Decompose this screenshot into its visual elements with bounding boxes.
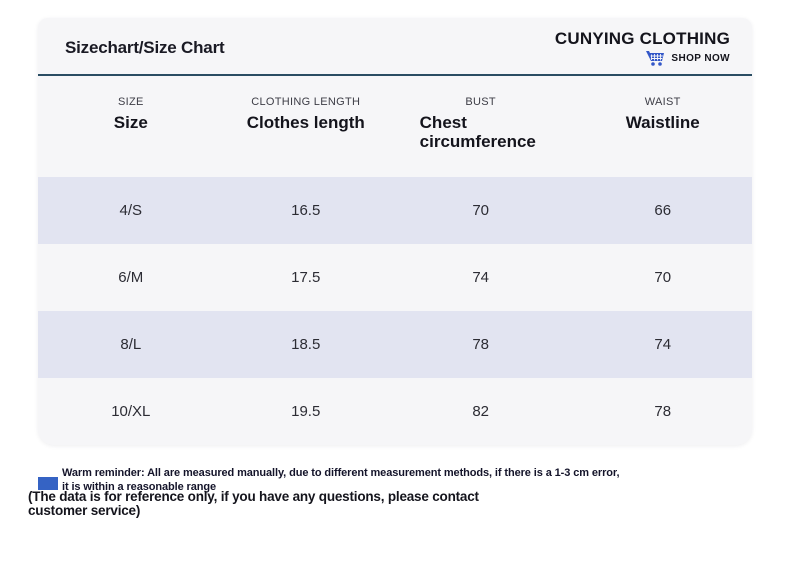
reminder-marker bbox=[38, 477, 58, 490]
cell-waist: 74 bbox=[654, 336, 672, 353]
disclaimer-line2: customer service) bbox=[28, 503, 141, 518]
brand-block: CUNYING CLOTHING SHOP NOW bbox=[555, 29, 730, 67]
table-row: 10/XL 19.5 82 78 bbox=[38, 378, 752, 445]
table-row: 8/L 18.5 78 74 bbox=[38, 311, 752, 378]
column-header-waist: WAIST Waistline bbox=[573, 96, 752, 177]
cell-size: 6/M bbox=[118, 269, 144, 286]
card-header: Sizechart/Size Chart CUNYING CLOTHING SH… bbox=[38, 18, 752, 74]
brand-name: CUNYING CLOTHING bbox=[554, 29, 730, 48]
cell-size: 8/L bbox=[120, 336, 142, 353]
column-eyebrow: WAIST bbox=[644, 96, 681, 108]
table-row: 4/S 16.5 70 66 bbox=[38, 177, 752, 244]
column-header-length: CLOTHING LENGTH Clothes length bbox=[224, 96, 388, 177]
cell-bust: 78 bbox=[472, 336, 489, 353]
column-eyebrow: BUST bbox=[465, 96, 496, 108]
table-row: 6/M 17.5 74 70 bbox=[38, 244, 752, 311]
shop-now-button[interactable]: SHOP NOW bbox=[555, 50, 730, 67]
column-label: Clothes length bbox=[246, 113, 365, 132]
cell-bust: 74 bbox=[472, 269, 489, 286]
column-label: Size bbox=[113, 113, 148, 132]
shopping-cart-icon bbox=[645, 50, 665, 67]
shop-now-label: SHOP NOW bbox=[671, 53, 730, 64]
page-title: Sizechart/Size Chart bbox=[65, 38, 225, 57]
column-label: Chest circumference bbox=[419, 113, 536, 151]
cell-length: 19.5 bbox=[291, 403, 321, 420]
size-chart-card: Sizechart/Size Chart CUNYING CLOTHING SH… bbox=[38, 18, 752, 445]
disclaimer-line1: (The data is for reference only, if you … bbox=[28, 489, 479, 504]
column-label: Waistline bbox=[625, 113, 700, 132]
warm-reminder-line1: Warm reminder: All are measured manually… bbox=[62, 467, 620, 479]
cell-size: 4/S bbox=[119, 202, 143, 219]
cell-bust: 82 bbox=[472, 403, 489, 420]
cell-waist: 66 bbox=[654, 202, 672, 219]
cell-length: 16.5 bbox=[291, 202, 321, 219]
cell-bust: 70 bbox=[472, 202, 489, 219]
column-header-size: SIZE Size bbox=[38, 96, 224, 177]
table-header-row: SIZE Size CLOTHING LENGTH Clothes length… bbox=[38, 76, 752, 177]
warm-reminder-line2: it is within a reasonable range bbox=[62, 481, 216, 493]
cell-waist: 78 bbox=[654, 403, 672, 420]
cell-size: 10/XL bbox=[111, 403, 151, 420]
column-eyebrow: CLOTHING LENGTH bbox=[251, 96, 361, 108]
column-eyebrow: SIZE bbox=[117, 96, 144, 108]
cell-length: 17.5 bbox=[291, 269, 321, 286]
cell-waist: 70 bbox=[654, 269, 672, 286]
column-header-bust: BUST Chest circumference bbox=[388, 96, 574, 177]
cell-length: 18.5 bbox=[291, 336, 321, 353]
header-divider bbox=[38, 74, 752, 76]
